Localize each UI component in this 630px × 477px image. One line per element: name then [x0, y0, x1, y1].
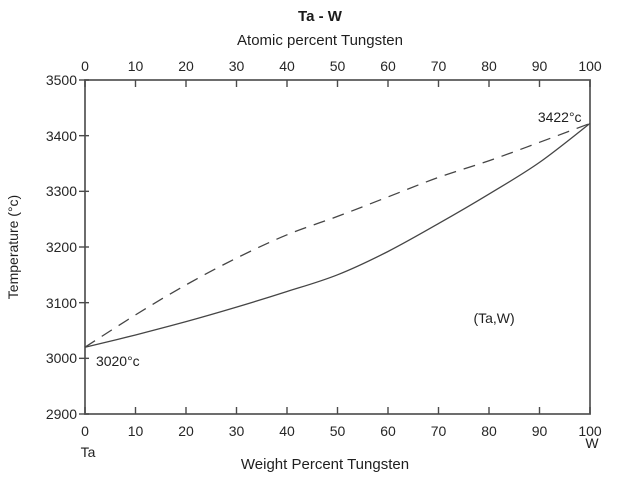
top-tick-label: 60 [380, 58, 396, 74]
annotation-phase-region: (Ta,W) [473, 310, 515, 327]
top-tick-label: 0 [81, 58, 89, 74]
y-tick-label: 3100 [45, 294, 77, 311]
bottom-tick-label: 20 [178, 423, 194, 439]
plot-frame [84, 79, 591, 415]
bottom-tick-label: 90 [531, 423, 548, 439]
top-tick-label: 50 [329, 58, 346, 74]
bottom-tick-label: 80 [481, 423, 497, 439]
bottom-tick-label: 50 [329, 423, 346, 439]
top-tick-label: 40 [279, 58, 295, 74]
bottom-tick-label: 100 [578, 423, 602, 439]
top-tick-label: 100 [578, 58, 602, 74]
chart-title: Ta - W [298, 8, 342, 25]
y-tick-label: 3300 [45, 183, 77, 200]
top-tick-label: 90 [531, 58, 548, 74]
y-tick-label: 3000 [45, 350, 77, 367]
y-tick-label: 3200 [45, 239, 77, 255]
annotation-melting-point-ta: 3020°c [95, 353, 140, 370]
bottom-tick-label: 0 [81, 423, 89, 439]
right-end-element-label: W [585, 435, 599, 451]
top-axis-label: Atomic percent Tungsten [237, 32, 403, 49]
bottom-axis-label: Weight Percent Tungsten [240, 456, 410, 473]
annotation-melting-point-w: 3422°c [537, 108, 582, 125]
bottom-tick-label: 30 [228, 423, 245, 439]
bottom-tick-label: 60 [380, 423, 396, 439]
solidus-curve [84, 122, 591, 348]
y-tick-label: 2900 [45, 406, 77, 422]
top-tick-label: 20 [178, 58, 194, 74]
y-tick-label: 3400 [45, 127, 77, 144]
bottom-tick-label: 70 [430, 423, 447, 439]
bottom-tick-label: 10 [127, 423, 144, 439]
top-tick-label: 10 [127, 58, 144, 74]
left-end-element-label: Ta [80, 444, 96, 460]
liquidus-curve [84, 122, 591, 348]
bottom-tick-label: 40 [279, 423, 295, 439]
y-tick-label: 3500 [45, 72, 77, 88]
top-tick-label: 30 [228, 58, 245, 74]
top-tick-label: 80 [481, 58, 497, 74]
top-tick-label: 70 [430, 58, 447, 74]
y-axis-label: Temperature (°c) [5, 194, 21, 300]
